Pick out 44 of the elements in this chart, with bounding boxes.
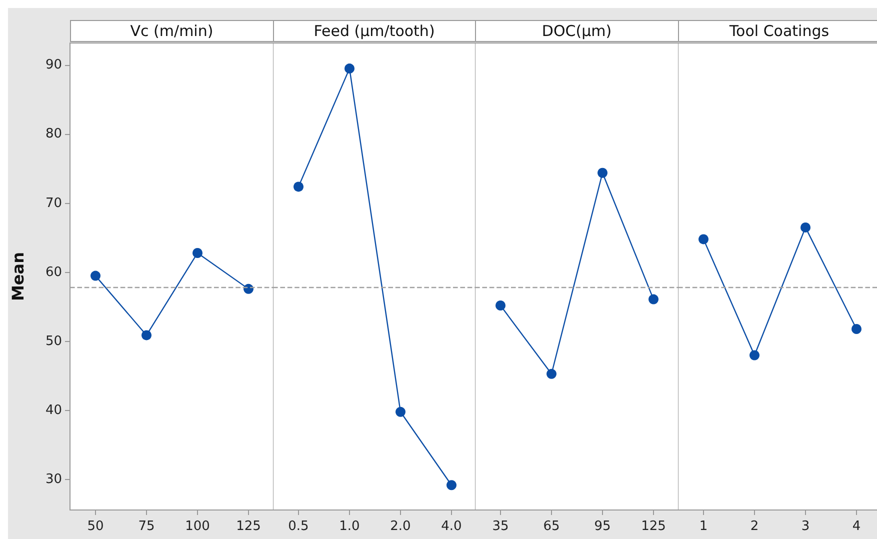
point	[749, 350, 759, 360]
point	[698, 234, 708, 244]
x-tick-label: 2	[750, 519, 758, 534]
x-tick-label: 35	[492, 519, 509, 534]
point	[648, 294, 658, 304]
chart-title: DOC(µm)	[475, 20, 678, 42]
x-tick-label: 3	[800, 519, 810, 534]
x-tick-label: 4.0	[440, 519, 462, 534]
y-tick-label: 50	[45, 334, 62, 349]
chart-title: Feed (µm/tooth)	[272, 20, 476, 42]
point	[546, 368, 556, 379]
x-tick-label: 0.5	[288, 519, 308, 534]
point	[244, 284, 254, 294]
point	[598, 168, 608, 178]
point	[293, 182, 303, 192]
point	[446, 480, 456, 490]
x-tick-label: 50	[87, 519, 104, 534]
x-tick-label: 100	[185, 519, 210, 534]
point	[192, 248, 202, 258]
point	[496, 300, 506, 311]
x-tick-label: 65	[543, 519, 560, 534]
y-tick-label: 90	[45, 58, 62, 73]
x-tick-label: 1.0	[338, 519, 360, 534]
x-tick-label: 1	[698, 519, 708, 534]
y-tick-label: 70	[45, 196, 62, 211]
x-tick-label: 75	[138, 519, 155, 534]
point	[800, 222, 810, 232]
chart-title: Vc (m/min)	[70, 20, 274, 42]
y-tick-label: 40	[45, 403, 62, 418]
point	[851, 324, 861, 334]
y-axis-title: Mean	[8, 252, 28, 301]
chart-title: Tool Coatings	[678, 20, 877, 42]
point	[90, 270, 100, 281]
x-tick-label: 4	[852, 519, 860, 534]
point	[344, 64, 354, 74]
point	[395, 406, 405, 417]
x-tick-label: 125	[236, 519, 261, 534]
x-tick-label: 2.0	[390, 519, 410, 534]
y-tick-label: 80	[45, 126, 62, 142]
x-tick-label: 125	[641, 519, 666, 534]
x-tick-label: 95	[594, 519, 611, 534]
point	[142, 330, 152, 340]
y-tick-label: 60	[45, 264, 62, 280]
y-tick-label: 30	[45, 472, 62, 488]
